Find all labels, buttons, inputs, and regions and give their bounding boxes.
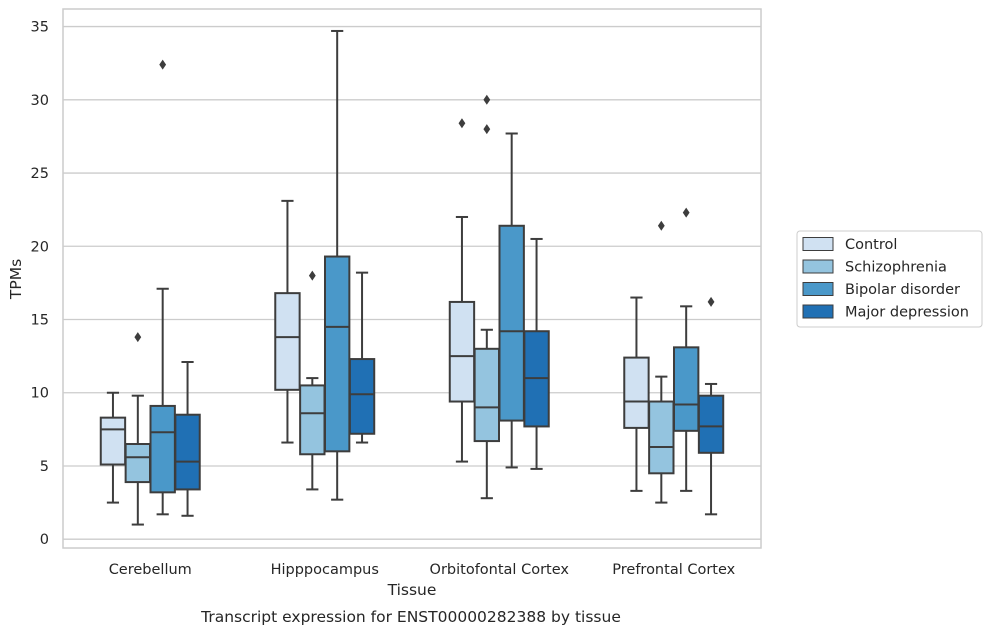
legend-frame	[796, 230, 983, 328]
box-iqr	[348, 358, 376, 435]
y-tick-label: 35	[31, 20, 49, 36]
box-group	[99, 391, 127, 504]
box-group	[274, 199, 301, 444]
box-iqr	[697, 394, 725, 454]
legend-swatch	[802, 282, 834, 296]
box-iqr	[498, 224, 525, 422]
box-group	[124, 332, 152, 526]
legend-label: Major depression	[845, 305, 969, 321]
box-iqr	[174, 413, 201, 491]
box-group	[498, 132, 525, 469]
box-group	[323, 29, 351, 501]
outlier-point	[308, 270, 316, 281]
outlier-point	[458, 118, 466, 129]
x-axis-label: Tissue	[387, 581, 437, 599]
box-iqr	[149, 404, 176, 494]
boxes	[99, 29, 725, 526]
legend-swatch	[802, 259, 834, 274]
box-iqr	[648, 400, 675, 475]
legend-label: Bipolar disorder	[845, 282, 960, 298]
box-group	[174, 360, 201, 517]
box-group	[448, 118, 476, 463]
box-group	[523, 237, 550, 470]
outlier-point	[483, 94, 491, 105]
legend-items: Control Schizophrenia Bipolar disorder Majo…	[802, 237, 969, 321]
box-iqr	[99, 416, 127, 466]
y-tick-label: 25	[31, 166, 49, 182]
y-tick-label: 5	[40, 459, 49, 475]
legend-label: Control	[845, 237, 897, 253]
y-tick-label: 20	[31, 239, 49, 255]
box-group	[672, 207, 700, 492]
box-iqr	[124, 443, 152, 484]
x-tick-label: Orbitofontal Cortex	[430, 562, 570, 578]
legend-swatch	[802, 237, 834, 251]
y-tick-label: 0	[40, 532, 49, 548]
box-group	[648, 220, 675, 504]
x-tick-label: Prefrontal Cortex	[612, 562, 735, 578]
box-group	[149, 59, 176, 516]
outlier-point	[134, 332, 142, 343]
outlier-point	[657, 220, 665, 231]
y-tick-label: 30	[31, 93, 49, 109]
box-group	[473, 94, 501, 500]
chart-caption: Transcript expression for ENST0000028238…	[200, 608, 621, 626]
y-tick-label: 10	[31, 386, 49, 402]
outlier-point	[159, 59, 167, 70]
box-iqr	[274, 292, 301, 391]
box-iqr	[323, 255, 351, 453]
outlier-point	[707, 296, 715, 307]
y-tick-labels: 0 5 10 15 20 25 30 35	[31, 20, 49, 549]
legend: Control Schizophrenia Bipolar disorder Majo…	[796, 230, 983, 328]
box-group	[697, 296, 725, 516]
x-tick-label: Hipppocampus	[271, 562, 379, 578]
outlier-point	[682, 207, 690, 218]
plot-frame	[62, 8, 762, 549]
legend-swatch	[802, 304, 834, 319]
box-iqr	[672, 346, 700, 432]
box-iqr	[299, 384, 326, 456]
box-group	[623, 296, 650, 492]
x-tick-label: Cerebellum	[109, 562, 192, 578]
legend-label: Schizophrenia	[845, 260, 947, 276]
box-iqr	[623, 356, 650, 429]
box-iqr	[448, 300, 476, 403]
y-tick-label: 15	[31, 313, 49, 329]
box-iqr	[473, 347, 501, 443]
outlier-point	[483, 124, 491, 135]
box-group	[299, 270, 326, 491]
box-group	[348, 271, 376, 444]
y-axis-label: TPMs	[7, 259, 25, 300]
x-tick-labels: Cerebellum Hipppocampus Orbitofontal Corte…	[109, 562, 736, 578]
